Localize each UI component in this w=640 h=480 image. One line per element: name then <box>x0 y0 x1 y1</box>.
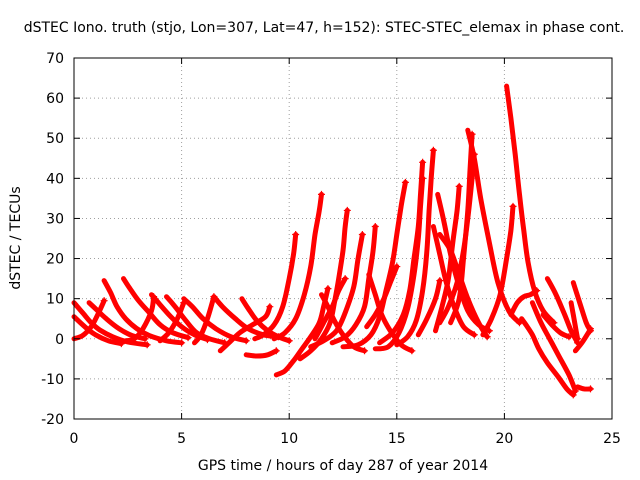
satellite-arc <box>433 183 462 334</box>
data-point-marker <box>324 285 332 293</box>
data-point-marker <box>571 387 579 395</box>
y-axis-label: dSTEC / TECUs <box>8 186 24 289</box>
axis-ticks: 0 5 10 15 20 25 -20 -10 0 10 20 30 40 50 60 70 <box>41 51 621 447</box>
data-point-marker <box>509 202 517 210</box>
satellite-arc <box>217 304 273 354</box>
satellite-arc <box>394 147 436 348</box>
satellite-arc <box>415 278 443 338</box>
data-point-marker <box>285 337 293 345</box>
satellite-arc <box>329 224 378 346</box>
satellite-arc <box>504 83 557 326</box>
y-tick-label: -10 <box>41 372 64 388</box>
data-point-marker <box>569 391 577 399</box>
data-point-marker <box>317 190 325 198</box>
satellite-arc <box>480 203 516 338</box>
data-point-marker <box>272 347 280 355</box>
satellite-arc <box>157 300 187 344</box>
satellite-arc <box>364 264 400 330</box>
satellite-arc <box>273 286 331 378</box>
x-tick-label: 10 <box>280 431 298 447</box>
satellite-arc <box>544 276 581 346</box>
data-point-marker <box>408 347 416 355</box>
y-tick-label: 0 <box>55 332 64 348</box>
y-tick-label: 60 <box>46 91 64 107</box>
y-tick-label: -20 <box>41 412 64 428</box>
chart-title: dSTEC Iono. truth (stjo, Lon=307, Lat=47… <box>24 20 625 36</box>
satellite-arc <box>252 232 299 342</box>
data-point-marker <box>361 347 369 355</box>
data-point-marker <box>586 325 594 333</box>
data-point-marker <box>266 303 274 311</box>
y-tick-label: 50 <box>46 131 64 147</box>
data-point-marker <box>586 385 594 393</box>
satellite-arc <box>540 312 572 340</box>
y-tick-label: 30 <box>46 211 64 227</box>
x-tick-label: 15 <box>388 431 406 447</box>
y-tick-label: 10 <box>46 292 64 308</box>
satellite-arc <box>366 272 415 354</box>
data-point-marker <box>341 275 349 283</box>
x-tick-label: 20 <box>495 431 513 447</box>
data-point-marker <box>178 339 186 347</box>
data-point-marker <box>343 206 351 214</box>
data-point-marker <box>371 222 379 230</box>
satellite-arc <box>271 191 324 342</box>
plot-frame <box>73 57 613 420</box>
y-tick-label: 20 <box>46 252 64 268</box>
data-point-marker <box>100 297 108 305</box>
data-series <box>71 83 594 399</box>
satellite-arc <box>86 300 148 342</box>
x-tick-label: 0 <box>70 431 79 447</box>
x-axis-label: GPS time / hours of day 287 of year 2014 <box>198 458 488 474</box>
data-point-marker <box>143 341 151 349</box>
satellite-arc <box>508 288 540 318</box>
satellite-arc <box>529 300 578 394</box>
data-point-marker <box>574 335 582 343</box>
satellite-arc <box>465 127 522 326</box>
satellite-arc <box>572 326 593 354</box>
data-point-marker <box>141 335 149 343</box>
satellite-arc <box>312 276 348 342</box>
satellite-arc <box>243 348 279 359</box>
data-point-marker <box>242 337 250 345</box>
satellite-arc <box>519 316 576 398</box>
data-point-marker <box>292 230 300 238</box>
data-point-marker <box>483 333 491 341</box>
x-tick-label: 25 <box>603 431 621 447</box>
satellite-arc <box>123 294 157 344</box>
y-tick-label: 40 <box>46 171 64 187</box>
data-point-marker <box>436 277 444 285</box>
data-point-marker <box>429 146 437 154</box>
x-tick-label: 5 <box>177 431 186 447</box>
data-point-marker <box>470 331 478 339</box>
y-tick-label: 70 <box>46 51 64 67</box>
data-point-marker <box>393 263 401 271</box>
satellite-arc <box>101 278 185 346</box>
satellite-arc <box>192 294 217 346</box>
data-point-marker <box>419 158 427 166</box>
data-point-marker <box>401 178 409 186</box>
data-point-marker <box>184 334 192 342</box>
satellite-arc <box>164 294 228 346</box>
data-point-marker <box>533 287 541 295</box>
data-point-marker <box>358 230 366 238</box>
satellite-arc <box>568 300 581 342</box>
data-point-marker <box>455 182 463 190</box>
satellite-arc <box>448 131 475 326</box>
satellite-arc <box>377 159 426 346</box>
data-point-marker <box>565 333 573 341</box>
satellite-arc <box>308 232 365 350</box>
satellite-arc <box>71 314 124 347</box>
